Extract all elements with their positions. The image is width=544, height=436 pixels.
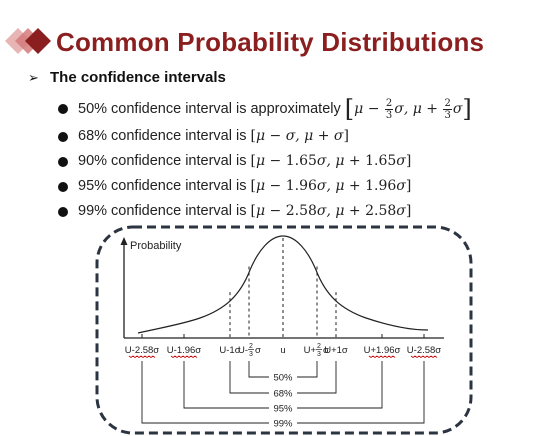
- tick-label-2: U-1σ: [219, 345, 240, 356]
- tick-label-4: U+: [304, 345, 317, 356]
- bullet-item-95: 95% confidence interval is [μ − 1.96σ, μ…: [58, 174, 472, 199]
- spellcheck-squiggle: [170, 355, 198, 358]
- interval-label: 95%: [273, 404, 293, 415]
- interval-bracket-68: 68%: [229, 361, 337, 400]
- fraction-denominator: 3: [317, 351, 321, 358]
- bracket-right-line: [297, 361, 337, 394]
- fraction-denominator: 3: [249, 351, 253, 358]
- tick-label-6: U+1.96σ: [364, 345, 401, 356]
- center-label: u: [280, 345, 285, 356]
- interval-bracket-95: 95%: [183, 361, 383, 415]
- bracket-left-line: [141, 361, 269, 424]
- bullet-text: 68% confidence interval is: [78, 128, 247, 144]
- tick-label-5: U+1σ: [324, 345, 348, 356]
- diagram-frame: [95, 225, 473, 435]
- tick-label-1: U-1.96σ: [167, 345, 202, 356]
- tick-fraction: 23 σ: [248, 343, 261, 358]
- section-heading: ➢ The confidence intervals: [28, 69, 226, 86]
- bracket-left-line: [183, 361, 269, 409]
- bracket-left-line: [229, 361, 269, 394]
- interval-formula-99: [μ − 2.58σ, μ + 2.58σ]: [250, 203, 412, 219]
- bullet-list: 50% confidence interval is approximately…: [58, 94, 472, 224]
- tick-label-3: U-: [238, 345, 248, 356]
- tick-label-7: U-2.58σ: [407, 345, 442, 356]
- bracket-right-line: [297, 361, 318, 378]
- interval-formula-50: [μ − 2 3 σ, μ + 2 3 σ]: [344, 95, 472, 123]
- bullet-text: 99% confidence interval is: [78, 203, 247, 219]
- fraction-sigma: σ: [323, 345, 329, 356]
- spellcheck-squiggle: [128, 355, 156, 358]
- interval-formula-90: [μ − 1.65σ, μ + 1.65σ]: [250, 153, 412, 169]
- fraction-sigma: σ: [255, 345, 261, 356]
- spellcheck-squiggle: [368, 355, 396, 358]
- tick-label-0: U-2.58σ: [125, 345, 160, 356]
- bullet-text: 90% confidence interval is: [78, 153, 247, 169]
- interval-label: 99%: [273, 419, 293, 430]
- interval-label: 68%: [273, 389, 293, 400]
- diamond-logo-icon: [5, 28, 51, 54]
- fraction-numerator: 2: [249, 343, 253, 350]
- fraction-numerator: 2: [317, 343, 321, 350]
- distribution-curve: [137, 235, 429, 334]
- slide-title: Common Probability Distributions: [56, 27, 485, 57]
- y-axis-arrow-icon: [120, 237, 128, 245]
- interval-bracket-50: 50%: [248, 361, 318, 384]
- arrow-bullet-icon: ➢: [28, 70, 39, 85]
- interval-bracket-99: 99%: [141, 361, 425, 430]
- interval-formula-68: [μ − σ, μ + σ]: [250, 128, 349, 144]
- bullet-text: 50% confidence interval is approximately: [78, 101, 341, 117]
- bracket-left-line: [248, 361, 269, 378]
- bullet-item-50: 50% confidence interval is approximately…: [58, 94, 472, 124]
- tick-layer: uU-2.58σ U-1.96σ U-1σU- 23 σ U+ 23 σU+1σ U+1.96σ…: [125, 238, 442, 358]
- bracket-right-line: [297, 361, 383, 409]
- bullet-text: 95% confidence interval is: [78, 178, 247, 194]
- interval-label: 50%: [273, 373, 293, 384]
- y-axis-label: Probability: [130, 240, 182, 252]
- bullet-item-68: 68% confidence interval is [μ − σ, μ + σ…: [58, 124, 472, 149]
- interval-brackets: 50% 68% 95% 99%: [141, 361, 425, 430]
- spellcheck-squiggle: [410, 355, 438, 358]
- interval-formula-95: [μ − 1.96σ, μ + 1.96σ]: [250, 178, 412, 194]
- section-heading-text: The confidence intervals: [50, 69, 226, 86]
- bullet-item-90: 90% confidence interval is [μ − 1.65σ, μ…: [58, 149, 472, 174]
- bullet-item-99: 99% confidence interval is [μ − 2.58σ, μ…: [58, 199, 472, 224]
- bracket-right-line: [297, 361, 425, 424]
- tick-fraction: 23 σ: [316, 343, 329, 358]
